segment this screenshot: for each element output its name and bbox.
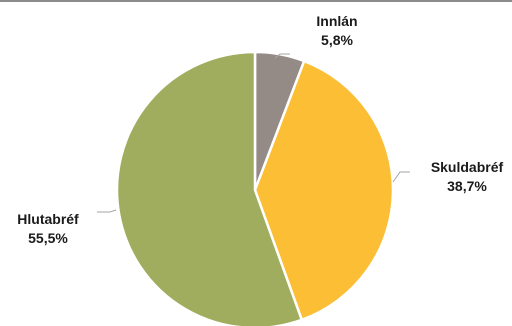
leader-line-hlutabref [97, 209, 117, 213]
pie-slice-skuldabref [253, 59, 395, 322]
leader-line-innlan [274, 53, 290, 59]
labels-layer: Innlán 5,8% Skuldabréf 38,7% Hlutabréf 55,5% [17, 13, 503, 246]
leader-lines-layer [97, 53, 410, 213]
slice-name-label-innlan: Innlán [316, 13, 357, 29]
slices-layer [115, 50, 395, 326]
leader-line-skuldabref [392, 171, 410, 183]
slice-name-label-hlutabref: Hlutabréf [17, 211, 79, 227]
pie-slice-hlutabref [115, 50, 303, 326]
slice-value-label-innlan: 5,8% [321, 32, 353, 48]
slice-value-label-hlutabref: 55,5% [28, 230, 68, 246]
slice-value-label-skuldabref: 38,7% [447, 178, 487, 194]
slice-name-label-skuldabref: Skuldabréf [431, 159, 504, 175]
